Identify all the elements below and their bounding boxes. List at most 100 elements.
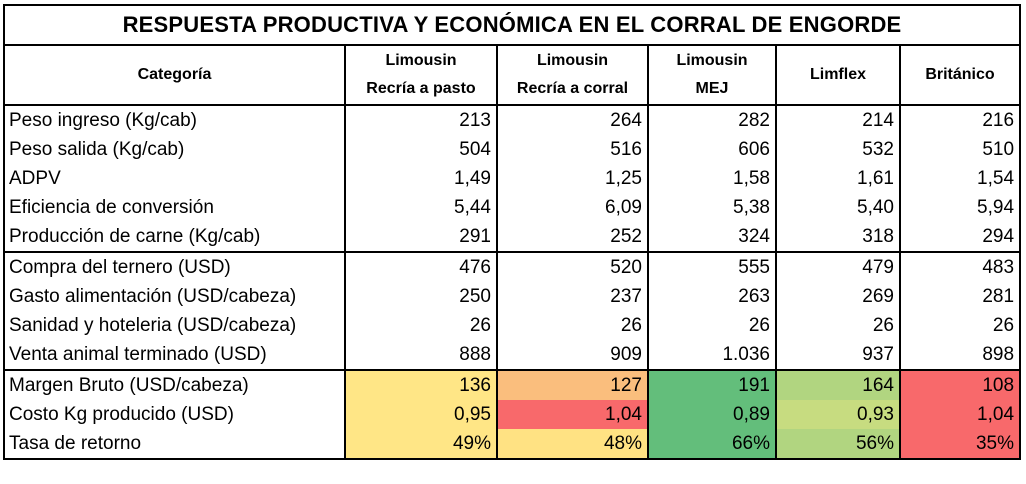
row-label: Eficiencia de conversión [3, 193, 346, 222]
table-row: Peso salida (Kg/cab) 504 516 606 532 510 [3, 135, 1022, 164]
row-label: Producción de carne (Kg/cab) [3, 222, 346, 253]
value-cell: 888 [344, 340, 498, 371]
row-label: ADPV [3, 164, 346, 193]
value-cell: 898 [898, 340, 1022, 371]
value-cell: 1,61 [775, 164, 901, 193]
value-cell: 136 [344, 369, 498, 400]
table-row: Peso ingreso (Kg/cab) 213 264 282 214 216 [3, 104, 1022, 135]
value-cell: 483 [898, 251, 1022, 282]
value-cell: 66% [647, 429, 777, 460]
value-cell: 191 [647, 369, 777, 400]
value-cell: 56% [775, 429, 901, 460]
row-label: Margen Bruto (USD/cabeza) [3, 369, 346, 400]
value-cell: 49% [344, 429, 498, 460]
header-line: Limousin [536, 52, 609, 69]
table-row: Tasa de retorno 49% 48% 66% 56% 35% [3, 429, 1022, 460]
value-cell: 510 [898, 135, 1022, 164]
value-cell: 0,89 [647, 400, 777, 429]
results-table: RESPUESTA PRODUCTIVA Y ECONÓMICA EN EL C… [2, 4, 1022, 460]
header-line: Limousin [676, 52, 748, 69]
value-cell: 213 [344, 104, 498, 135]
value-cell: 520 [496, 251, 649, 282]
row-label: Compra del ternero (USD) [3, 251, 346, 282]
header-category: Categoría [3, 44, 346, 106]
table-row: Producción de carne (Kg/cab) 291 252 324 318… [3, 222, 1022, 253]
value-cell: 216 [898, 104, 1022, 135]
table-row: ADPV 1,49 1,25 1,58 1,61 1,54 [3, 164, 1022, 193]
value-cell: 0,93 [775, 400, 901, 429]
value-cell: 127 [496, 369, 649, 400]
header-col-2: Limousin Recría a corral [496, 44, 649, 106]
value-cell: 5,40 [775, 193, 901, 222]
value-cell: 324 [647, 222, 777, 253]
value-cell: 48% [496, 429, 649, 460]
value-cell: 532 [775, 135, 901, 164]
value-cell: 214 [775, 104, 901, 135]
table-title: RESPUESTA PRODUCTIVA Y ECONÓMICA EN EL C… [2, 4, 1022, 46]
title-row: RESPUESTA PRODUCTIVA Y ECONÓMICA EN EL C… [2, 4, 1022, 46]
value-cell: 26 [898, 311, 1022, 340]
value-cell: 1,04 [898, 400, 1022, 429]
row-label: Peso salida (Kg/cab) [3, 135, 346, 164]
value-cell: 264 [496, 104, 649, 135]
header-line: Británico [925, 66, 995, 83]
table-row: Venta animal terminado (USD) 888 909 1.036 9… [3, 340, 1022, 371]
row-label: Costo Kg producido (USD) [3, 400, 346, 429]
row-label: Tasa de retorno [3, 429, 346, 460]
value-cell: 5,94 [898, 193, 1022, 222]
value-cell: 108 [898, 369, 1022, 400]
header-line: MEJ [695, 80, 729, 97]
value-cell: 479 [775, 251, 901, 282]
header-row: Categoría Limousin Recría a pasto Limous… [3, 44, 1022, 106]
value-cell: 263 [647, 282, 777, 311]
header-col-5: Británico [898, 44, 1022, 106]
row-label: Venta animal terminado (USD) [3, 340, 346, 371]
header-col-3: Limousin MEJ [647, 44, 777, 106]
row-label: Sanidad y hoteleria (USD/cabeza) [3, 311, 346, 340]
value-cell: 237 [496, 282, 649, 311]
value-cell: 5,38 [647, 193, 777, 222]
value-cell: 937 [775, 340, 901, 371]
value-cell: 291 [344, 222, 498, 253]
table-row: Margen Bruto (USD/cabeza) 136 127 191 164 108 [3, 369, 1022, 400]
value-cell: 555 [647, 251, 777, 282]
value-cell: 5,44 [344, 193, 498, 222]
value-cell: 1,04 [496, 400, 649, 429]
value-cell: 252 [496, 222, 649, 253]
header-line: Recría a pasto [366, 80, 476, 97]
value-cell: 26 [496, 311, 649, 340]
value-cell: 281 [898, 282, 1022, 311]
header-col-4: Limflex [775, 44, 901, 106]
value-cell: 1,58 [647, 164, 777, 193]
value-cell: 26 [647, 311, 777, 340]
value-cell: 250 [344, 282, 498, 311]
value-cell: 269 [775, 282, 901, 311]
value-cell: 318 [775, 222, 901, 253]
value-cell: 504 [344, 135, 498, 164]
table-row: Eficiencia de conversión 5,44 6,09 5,38 5,40… [3, 193, 1022, 222]
value-cell: 1.036 [647, 340, 777, 371]
header-line: Limousin [385, 52, 457, 69]
value-cell: 0,95 [344, 400, 498, 429]
value-cell: 6,09 [496, 193, 649, 222]
value-cell: 516 [496, 135, 649, 164]
value-cell: 1,54 [898, 164, 1022, 193]
header-line: Limflex [809, 66, 866, 83]
row-label: Gasto alimentación (USD/cabeza) [3, 282, 346, 311]
table-row: Sanidad y hoteleria (USD/cabeza) 26 26 26 26… [3, 311, 1022, 340]
value-cell: 1,49 [344, 164, 498, 193]
value-cell: 909 [496, 340, 649, 371]
header-line: Recría a corral [516, 80, 629, 97]
value-cell: 164 [775, 369, 901, 400]
value-cell: 26 [775, 311, 901, 340]
value-cell: 476 [344, 251, 498, 282]
value-cell: 26 [344, 311, 498, 340]
value-cell: 606 [647, 135, 777, 164]
value-cell: 294 [898, 222, 1022, 253]
table-row: Gasto alimentación (USD/cabeza) 250 237 263… [3, 282, 1022, 311]
value-cell: 1,25 [496, 164, 649, 193]
value-cell: 282 [647, 104, 777, 135]
table-row: Costo Kg producido (USD) 0,95 1,04 0,89 0,93… [3, 400, 1022, 429]
table-row: Compra del ternero (USD) 476 520 555 479 483 [3, 251, 1022, 282]
header-col-1: Limousin Recría a pasto [344, 44, 498, 106]
